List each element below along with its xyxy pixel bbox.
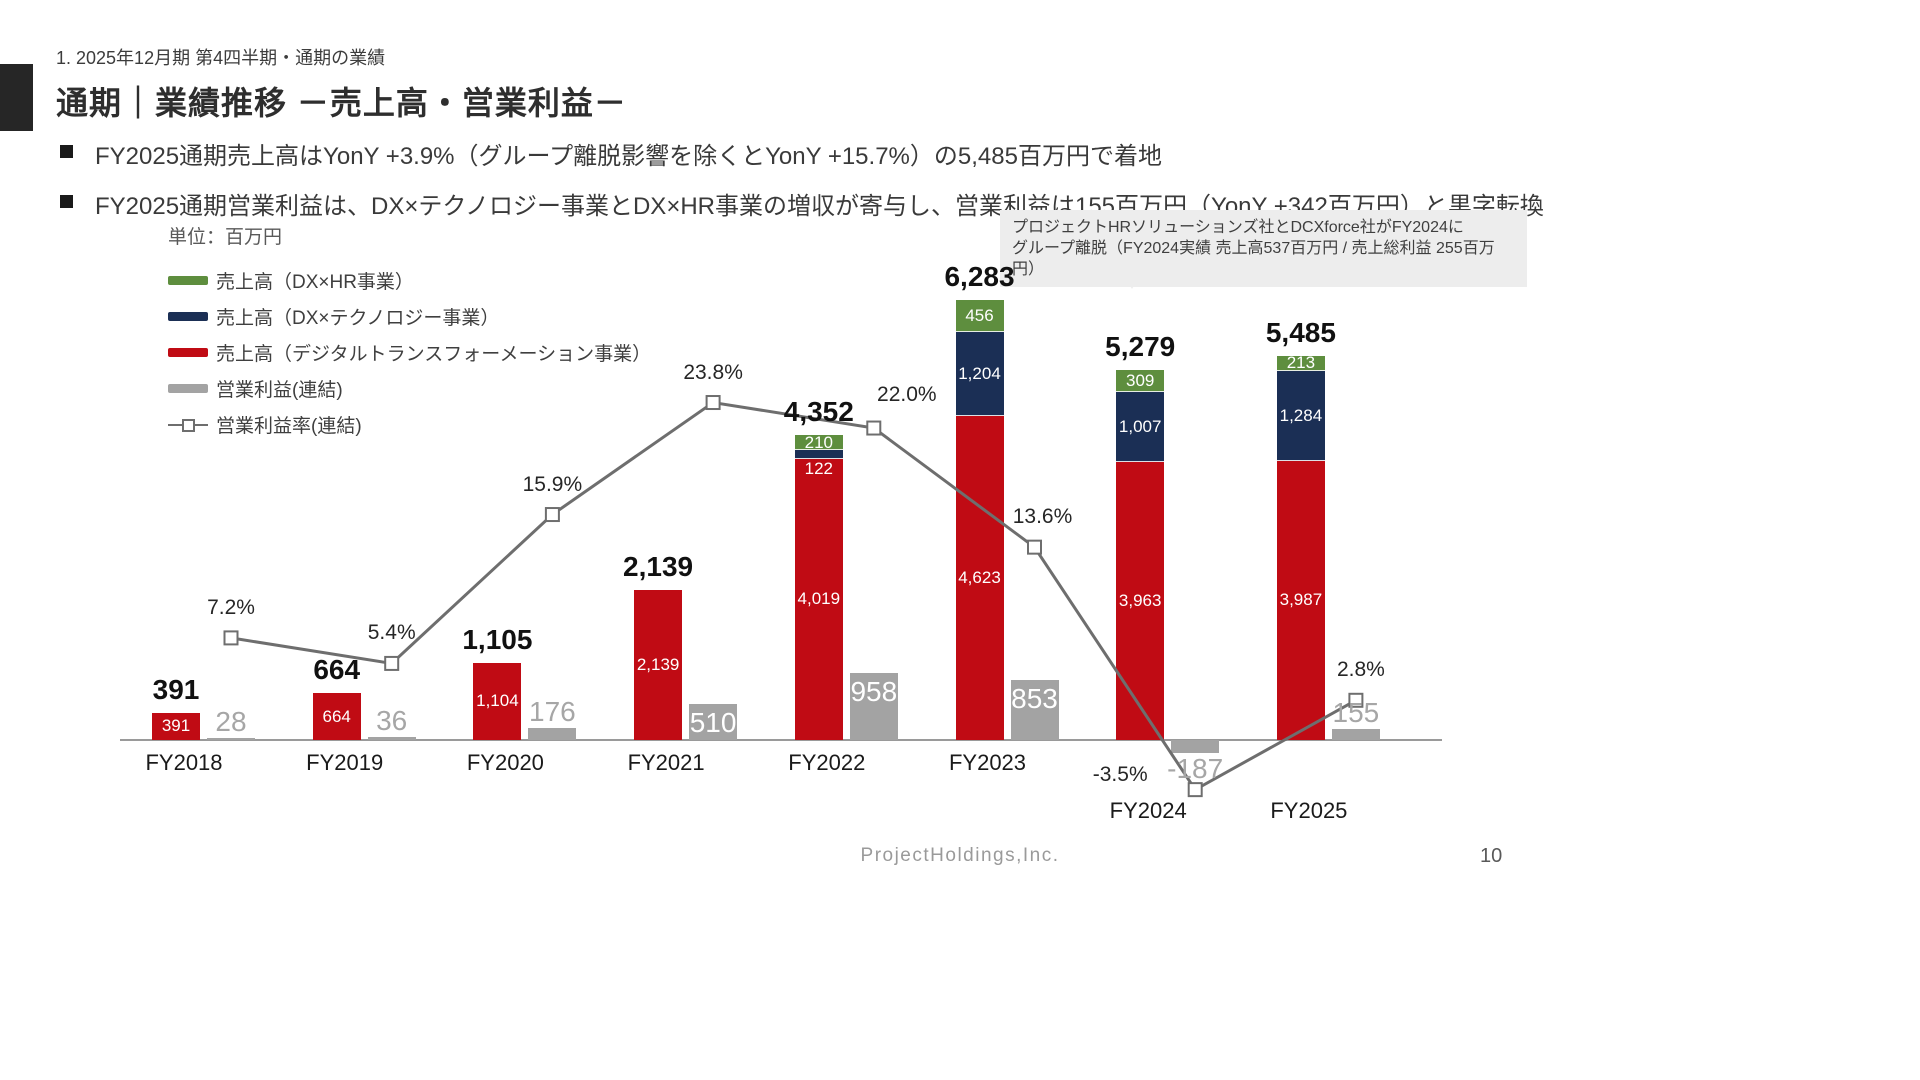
operating-profit-value: 36 bbox=[376, 705, 408, 737]
legend-item-dx: 売上高（デジタルトランスフォーメーション事業） bbox=[168, 334, 651, 370]
group-exit-callout: プロジェクトHRソリューションズ社とDCXforce社がFY2024に グループ… bbox=[1000, 210, 1527, 287]
bar-segment-hr bbox=[955, 300, 1004, 332]
operating-profit-value: 510 bbox=[689, 707, 737, 739]
bar-segment-value: 1,204 bbox=[958, 364, 1001, 384]
bar-total-value: 2,139 bbox=[623, 551, 694, 583]
operating-profit-value: 958 bbox=[850, 675, 898, 707]
bullet-square-icon bbox=[60, 145, 73, 158]
legend-label: 売上高（デジタルトランスフォーメーション事業） bbox=[216, 343, 652, 365]
bar-segment-value: 2,139 bbox=[636, 655, 680, 675]
operating-profit-value: 853 bbox=[1011, 683, 1058, 715]
axis-label-year: FY2022 bbox=[788, 750, 866, 775]
bar-total-value: 391 bbox=[152, 673, 200, 705]
callout-line-2: グループ離脱（FY2024実績 売上高537百万円 / 売上総利益 255百万円… bbox=[1012, 240, 1495, 278]
legend-line-marker-icon bbox=[168, 418, 208, 432]
bar-segment-value: 4,623 bbox=[958, 568, 1001, 588]
margin-percent-label: 22.0% bbox=[877, 383, 937, 407]
margin-marker-icon bbox=[544, 507, 560, 523]
bar-segment-dx bbox=[152, 712, 200, 740]
bar-operating-profit bbox=[1331, 729, 1380, 740]
bar-total-value: 5,485 bbox=[1265, 316, 1336, 348]
bar-segment-value: 1,007 bbox=[1118, 417, 1162, 437]
legend-label: 営業利益(連結) bbox=[216, 379, 343, 401]
margin-percent-label: 23.8% bbox=[683, 360, 743, 384]
legend-label: 売上高（DX×テクノロジー事業） bbox=[216, 307, 500, 329]
margin-marker-icon bbox=[1027, 539, 1042, 555]
bar-segment-hr bbox=[1276, 355, 1325, 371]
margin-percent-label: 13.6% bbox=[1012, 505, 1073, 529]
axis-label-year: FY2018 bbox=[145, 750, 223, 775]
slide-eyebrow: 1. 2025年12月期 第4四半期・通期の業績 bbox=[56, 48, 386, 68]
legend-label: 売上高（DX×HR事業） bbox=[216, 271, 414, 293]
bar-segment-value: 210 bbox=[804, 432, 833, 452]
operating-profit-value: 28 bbox=[215, 706, 247, 738]
legend-swatch-red bbox=[168, 347, 208, 357]
axis-label-year: FY2025 bbox=[1270, 798, 1348, 823]
margin-marker-icon bbox=[866, 420, 882, 436]
footer-company-name: ProjectHoldings,Inc. bbox=[860, 845, 1060, 866]
page-title: 通期｜業績推移 －売上高・営業利益－ bbox=[56, 85, 627, 121]
bar-total-value: 664 bbox=[313, 654, 361, 686]
bar-total-value: 4,352 bbox=[783, 396, 854, 428]
chart-unit-label: 単位：百万円 bbox=[168, 227, 283, 248]
margin-marker-icon bbox=[223, 630, 239, 646]
bullet-square-icon bbox=[60, 195, 73, 208]
bar-segment-value: 1,104 bbox=[476, 691, 519, 711]
bar-segment-value: 456 bbox=[965, 305, 994, 325]
operating-profit-value: 155 bbox=[1332, 697, 1380, 729]
bar-operating-profit bbox=[207, 738, 255, 740]
axis-label-year: FY2023 bbox=[948, 750, 1027, 775]
margin-percent-label: 2.8% bbox=[1336, 658, 1385, 682]
margin-percent-label: 5.4% bbox=[367, 621, 416, 645]
axis-label-year: FY2021 bbox=[627, 750, 705, 775]
bar-operating-profit bbox=[528, 727, 577, 740]
bar-segment-hr bbox=[1116, 370, 1165, 392]
bar-segment-value: 3,963 bbox=[1118, 591, 1162, 611]
margin-marker-icon bbox=[1187, 782, 1203, 798]
margin-percent-label: 7.2% bbox=[207, 595, 255, 619]
title-accent-bar bbox=[0, 64, 33, 131]
legend-item-hr: 売上高（DX×HR事業） bbox=[168, 262, 651, 298]
summary-bullets: FY2025通期売上高はYonY +3.9%（グループ離脱影響を除くとYonY … bbox=[60, 136, 1660, 236]
bar-segment-value: 213 bbox=[1286, 353, 1316, 373]
bar-total-value: 5,279 bbox=[1105, 331, 1176, 363]
margin-percent-label: 15.9% bbox=[522, 472, 583, 496]
bullet-item: FY2025通期売上高はYonY +3.9%（グループ離脱影響を除くとYonY … bbox=[60, 136, 1660, 171]
bar-segment-value: 391 bbox=[161, 716, 191, 736]
legend-item-tech: 売上高（DX×テクノロジー事業） bbox=[168, 298, 651, 334]
operating-profit-value: -187 bbox=[1167, 753, 1224, 785]
bar-segment-value: 4,019 bbox=[797, 589, 841, 609]
operating-profit-value: 176 bbox=[529, 695, 576, 727]
legend-swatch-gray bbox=[168, 383, 208, 393]
margin-marker-icon bbox=[705, 395, 721, 411]
legend-item-op: 営業利益(連結) bbox=[168, 370, 651, 406]
axis-label-year: FY2020 bbox=[466, 750, 544, 775]
margin-percent-label: -3.5% bbox=[1092, 762, 1148, 786]
legend-swatch-green bbox=[168, 275, 208, 285]
bar-total-value: 1,105 bbox=[462, 623, 533, 655]
page-number: 10 bbox=[1480, 845, 1503, 867]
legend-swatch-navy bbox=[168, 311, 208, 321]
callout-line-1: プロジェクトHRソリューションズ社とDCXforce社がFY2024に bbox=[1012, 219, 1464, 236]
bar-segment-value: 309 bbox=[1126, 371, 1155, 391]
bar-segment-value: 1,284 bbox=[1279, 405, 1323, 425]
bar-segment-value: 3,987 bbox=[1279, 590, 1323, 610]
bar-total-value: 6,283 bbox=[944, 261, 1015, 292]
margin-marker-icon bbox=[384, 655, 400, 671]
bar-operating-profit bbox=[1171, 740, 1220, 754]
bar-segment-value: 664 bbox=[322, 706, 351, 726]
axis-label-year: FY2024 bbox=[1109, 798, 1187, 823]
axis-label-year: FY2019 bbox=[306, 750, 384, 775]
bar-operating-profit bbox=[367, 737, 416, 740]
bar-segment-value: 122 bbox=[804, 458, 833, 478]
bullet-text: FY2025通期売上高はYonY +3.9%（グループ離脱影響を除くとYonY … bbox=[95, 143, 1162, 170]
callout-pointer-triangle-icon bbox=[1112, 256, 1152, 289]
